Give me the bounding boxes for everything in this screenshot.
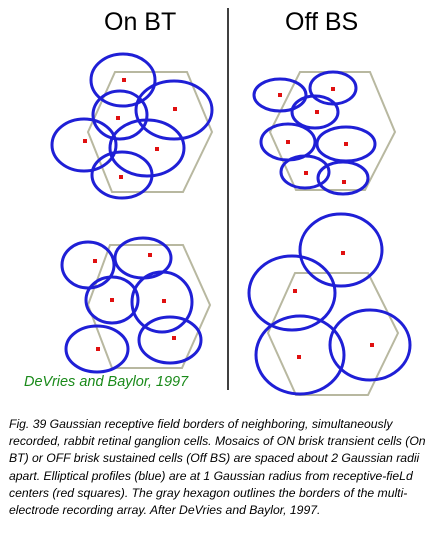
receptive-field-center [370,343,374,347]
receptive-field-ellipse [50,117,118,173]
figure-caption: Fig. 39 Gaussian receptive field borders… [9,417,426,518]
receptive-field-center [148,253,152,257]
panel-title-off-bs: Off BS [285,8,359,36]
receptive-field-ellipse [130,270,194,334]
electrode-array-hexagon [86,71,214,193]
receptive-field-ellipse [298,212,384,288]
receptive-field-center [155,147,159,151]
receptive-field-ellipse [60,240,116,290]
panel-on-bt-bottom [60,236,212,374]
receptive-field-center [342,180,346,184]
receptive-field-ellipse [316,160,370,196]
receptive-field-ellipse [64,324,130,374]
receptive-field-ellipse [254,314,346,396]
receptive-field-center [116,116,120,120]
receptive-field-ellipse [84,275,140,325]
electrode-array-hexagon [268,71,397,191]
receptive-field-ellipse [90,150,154,200]
receptive-field-ellipse [89,52,157,108]
receptive-field-center [173,107,177,111]
receptive-field-center [341,251,345,255]
receptive-field-center [331,87,335,91]
receptive-field-center [96,347,100,351]
receptive-field-center [122,78,126,82]
receptive-field-ellipse [134,79,214,141]
panel-off-bs-top [252,70,397,196]
panel-title-on-bt: On BT [104,8,177,36]
receptive-field-ellipse [252,77,308,113]
receptive-field-ellipse [247,254,337,332]
panel-off-bs-bottom [247,212,412,396]
receptive-field-ellipse [91,89,149,141]
electrode-array-hexagon [266,272,400,396]
panel-on-bt-top [50,52,214,200]
receptive-field-ellipse [290,94,340,130]
receptive-field-ellipse [108,118,186,178]
receptive-field-center [110,298,114,302]
receptive-field-center [278,93,282,97]
figure-panels [50,8,412,396]
receptive-field-ellipse [279,154,331,190]
receptive-field-center [119,175,123,179]
receptive-field-center [293,289,297,293]
receptive-field-center [286,140,290,144]
receptive-field-center [83,139,87,143]
figure-credit: DeVries and Baylor, 1997 [24,374,189,390]
receptive-field-center [304,171,308,175]
receptive-field-center [162,299,166,303]
receptive-field-center [297,355,301,359]
receptive-field-center [315,110,319,114]
receptive-field-center [93,259,97,263]
receptive-field-center [172,336,176,340]
receptive-field-ellipse [137,315,203,365]
receptive-field-center [344,142,348,146]
receptive-field-ellipse [328,308,412,382]
